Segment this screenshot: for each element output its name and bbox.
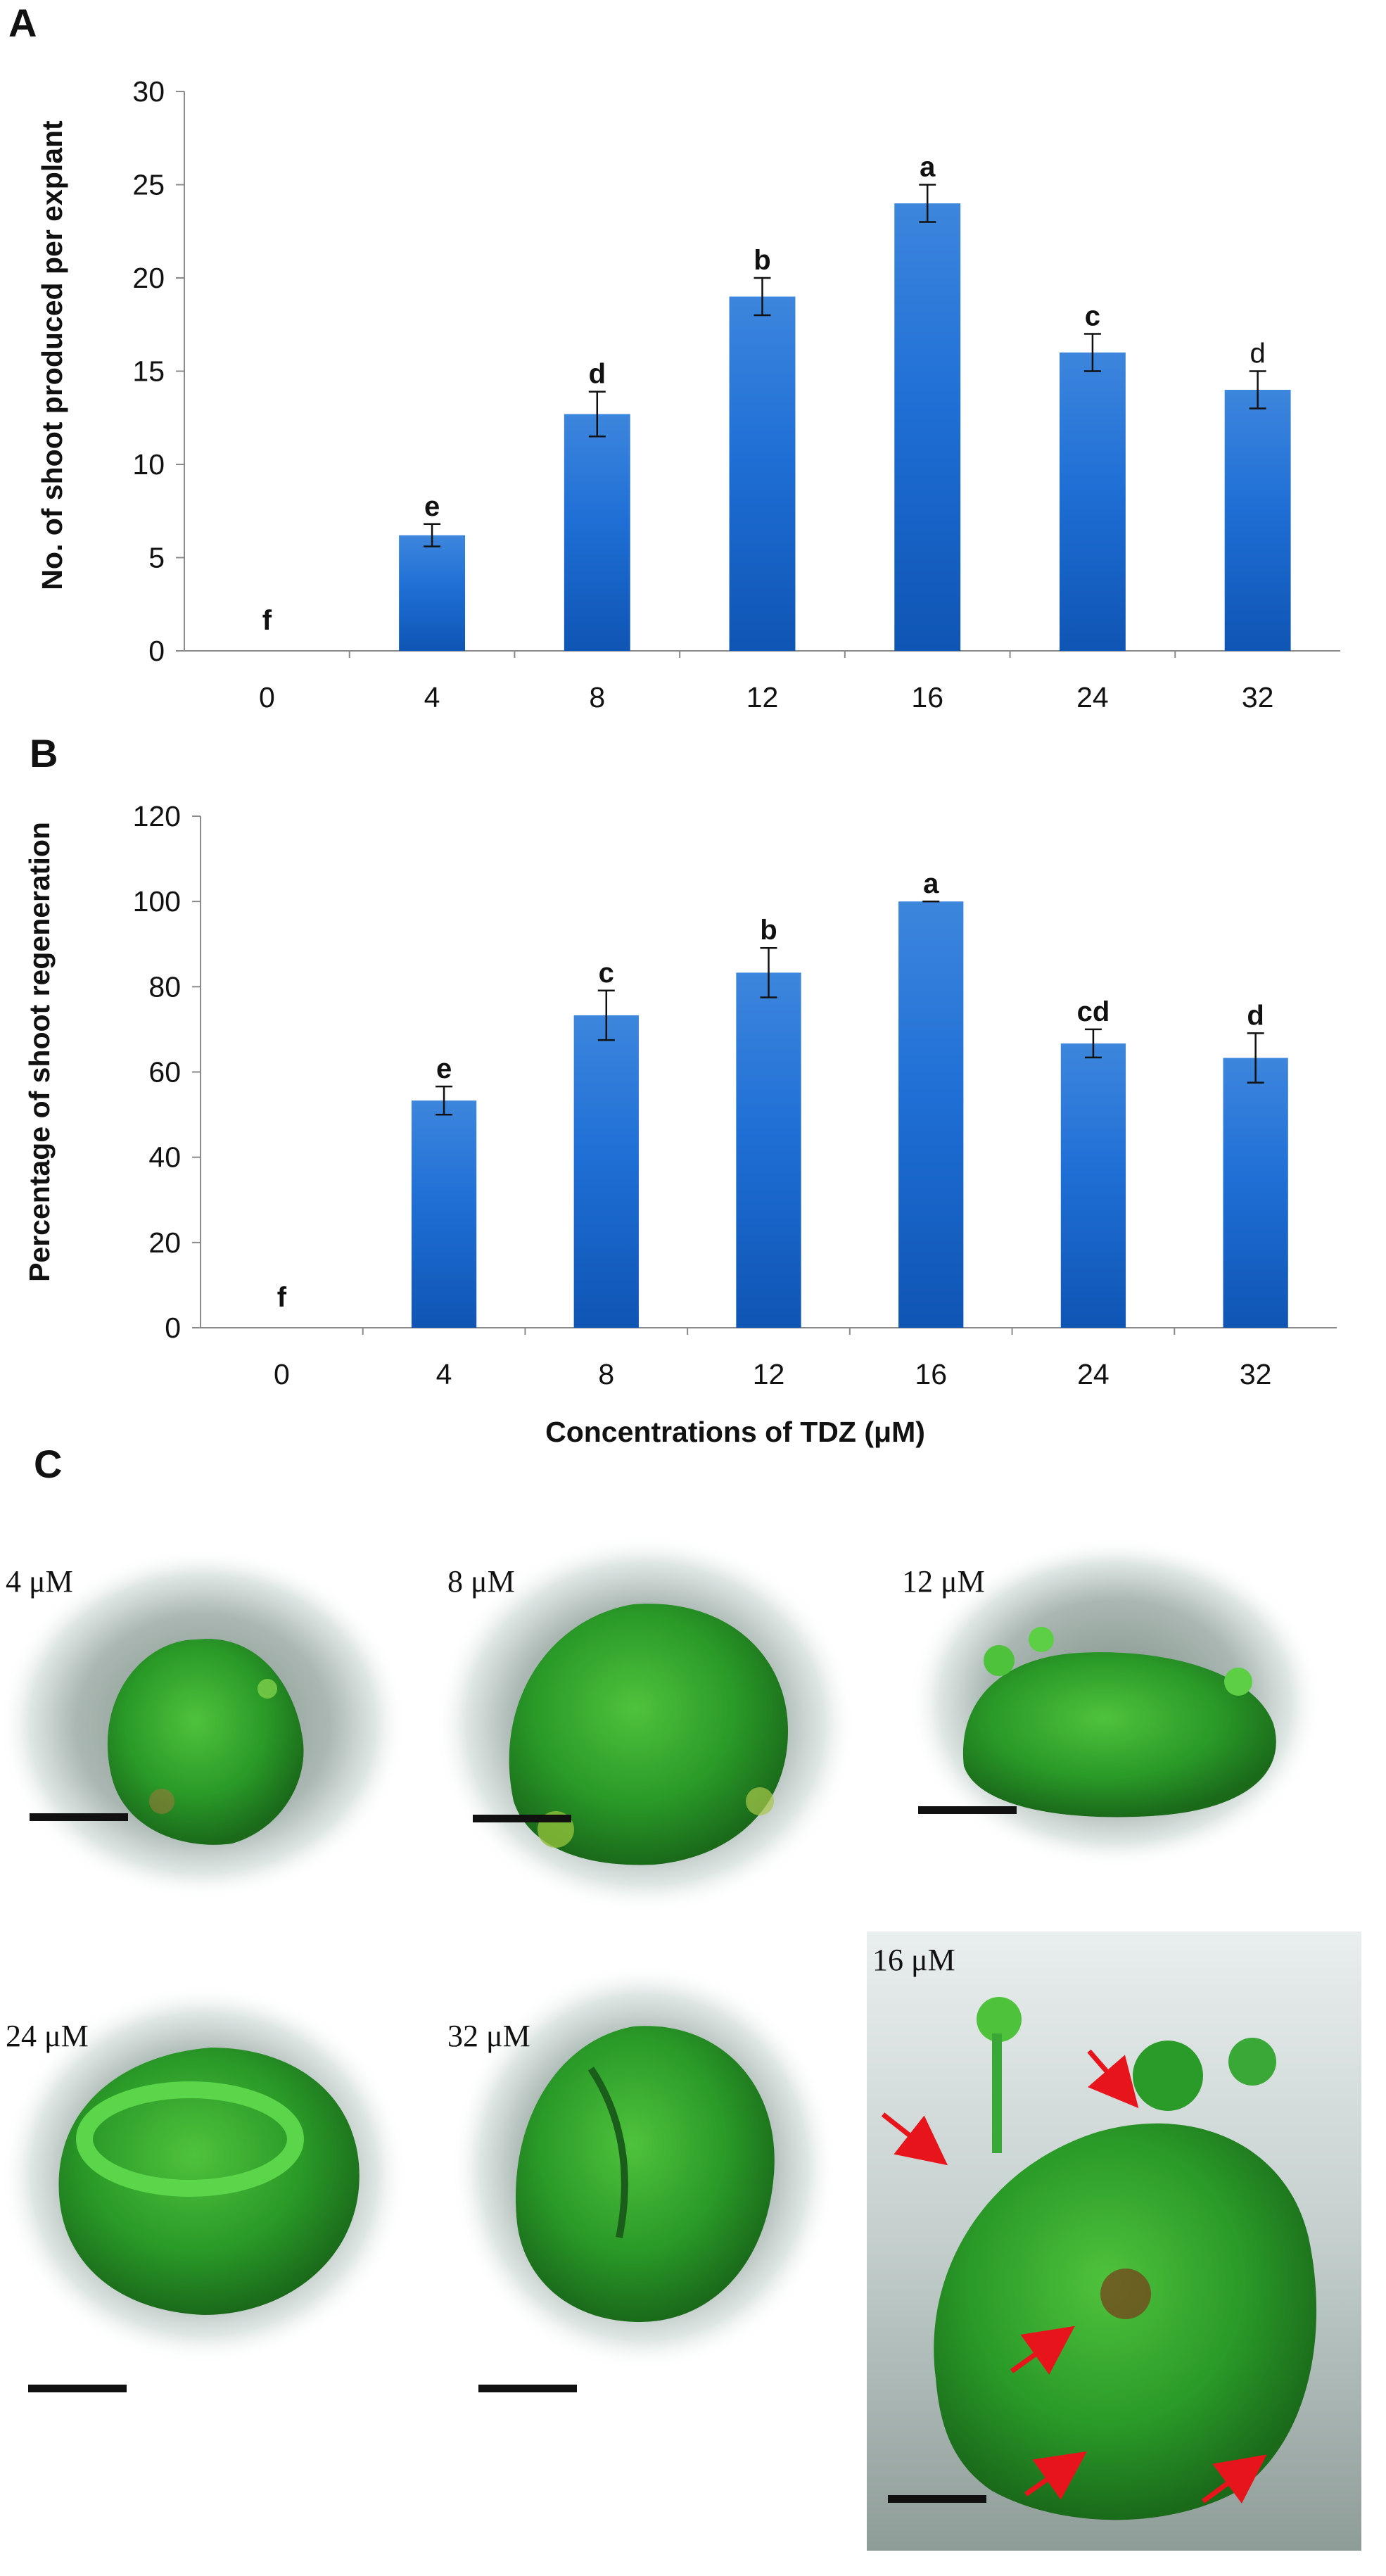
- chart-b-ytick-label: 120: [133, 800, 181, 832]
- photo-label-32um: 32 μM: [447, 2019, 530, 2053]
- chart-a-bar: [564, 414, 630, 651]
- chart-a-significance-label: d: [1250, 338, 1266, 369]
- chart-b-ytick-label: 100: [133, 885, 181, 918]
- chart-b-significance-label: f: [277, 1282, 287, 1313]
- chart-a-ytick-label: 15: [132, 355, 165, 388]
- chart-b-significance-label: cd: [1077, 996, 1110, 1027]
- chart-a-xtick-label: 8: [589, 681, 605, 713]
- chart-a-significance-label: b: [754, 245, 770, 276]
- chart-b-xtick-label: 12: [753, 1358, 785, 1390]
- chart-b-bar: [573, 1015, 639, 1328]
- photo-label-12um: 12 μM: [902, 1564, 985, 1599]
- chart-b-ytick-label: 60: [148, 1056, 181, 1089]
- chart-b-significance-label: a: [923, 868, 939, 899]
- chart-a-significance-label: c: [1085, 301, 1100, 332]
- chart-a-ytick-label: 20: [132, 262, 165, 294]
- chart-b-bar: [1060, 1043, 1126, 1328]
- chart-b-bar: [898, 901, 964, 1328]
- chart-a-ytick-label: 25: [132, 169, 165, 201]
- chart-b-xtick-label: 32: [1240, 1358, 1272, 1390]
- chart-a-bar: [729, 296, 796, 651]
- photo-label-24um: 24 μM: [6, 2019, 89, 2053]
- chart-a-xtick-label: 24: [1076, 681, 1109, 713]
- chart-b-significance-label: b: [760, 915, 777, 946]
- chart-b-bar: [1223, 1058, 1288, 1328]
- chart-b-xtick-label: 0: [274, 1358, 290, 1390]
- chart-b-xtick-label: 16: [915, 1358, 947, 1390]
- photo-4um: 4 μM: [0, 1548, 407, 1900]
- chart-a-bar: [399, 535, 466, 651]
- panel-letter-b: B: [30, 731, 58, 775]
- photo-8um: 8 μM: [434, 1534, 856, 1914]
- chart-b-significance-label: e: [436, 1053, 452, 1084]
- chart-a-ytick-label: 10: [132, 448, 165, 481]
- panel-letter-a: A: [8, 1, 37, 45]
- chart-b-xtick-label: 8: [598, 1358, 614, 1390]
- chart-b-ylabel: Percentage of shoot regeneration: [23, 822, 56, 1282]
- photo-label-8um: 8 μM: [447, 1564, 515, 1599]
- arrow-3: [1010, 2326, 1075, 2375]
- chart-b-xtick-label: 4: [436, 1358, 452, 1390]
- chart-b-ytick-label: 80: [148, 970, 181, 1003]
- chart-a-ytick-label: 0: [148, 635, 165, 667]
- chart-b-significance-label: d: [1247, 1000, 1264, 1031]
- chart-a-bar: [1059, 353, 1126, 651]
- photo-24um: 24 μM: [0, 1984, 408, 2392]
- chart-a-significance-label: d: [589, 359, 606, 390]
- photo-label-4um: 4 μM: [6, 1564, 73, 1599]
- chart-a-xtick-label: 16: [911, 681, 943, 713]
- photo-32um: 32 μM: [447, 1963, 837, 2392]
- chart-b-ytick-label: 40: [148, 1141, 181, 1174]
- chart-a-ytick-label: 5: [148, 542, 165, 574]
- chart-b-ytick-label: 20: [148, 1226, 181, 1259]
- chart-a-significance-label: a: [920, 152, 936, 183]
- photo-12um: 12 μM: [902, 1537, 1323, 1868]
- chart-a-xtick-label: 12: [746, 681, 779, 713]
- chart-a-ylabel: No. of shoot produced per explant: [36, 120, 68, 590]
- chart-a-ytick-label: 30: [132, 75, 165, 108]
- photo-panel: 4 μM 8 μM 12 μM 24 μM: [0, 1534, 1361, 2551]
- arrow-2: [1087, 2049, 1139, 2109]
- photo-16um: 16 μM: [867, 1931, 1361, 2551]
- chart-a-xtick-label: 0: [259, 681, 275, 713]
- panel-letter-c: C: [34, 1442, 62, 1486]
- chart-a: No. of shoot produced per explant 0 5 10 15…: [36, 75, 1340, 713]
- arrow-4: [1024, 2451, 1087, 2500]
- arrow-5: [1201, 2454, 1267, 2504]
- chart-b: Percentage of shoot regeneration Concent…: [23, 800, 1337, 1448]
- chart-b-bar: [736, 972, 801, 1328]
- chart-a-xtick-label: 4: [424, 681, 440, 713]
- chart-a-significance-label: e: [424, 491, 440, 522]
- chart-a-bar: [894, 203, 961, 651]
- arrow-1: [881, 2112, 948, 2166]
- chart-a-bar: [1224, 390, 1291, 651]
- chart-b-xlabel: Concentrations of TDZ (μM): [545, 1416, 925, 1448]
- chart-b-significance-label: c: [599, 958, 614, 989]
- chart-b-xtick-label: 24: [1077, 1358, 1110, 1390]
- chart-a-xtick-label: 32: [1242, 681, 1274, 713]
- photo-label-16um: 16 μM: [872, 1943, 955, 1977]
- chart-b-ytick-label: 0: [165, 1312, 181, 1344]
- chart-b-bar: [411, 1100, 477, 1328]
- chart-a-significance-label: f: [262, 605, 272, 636]
